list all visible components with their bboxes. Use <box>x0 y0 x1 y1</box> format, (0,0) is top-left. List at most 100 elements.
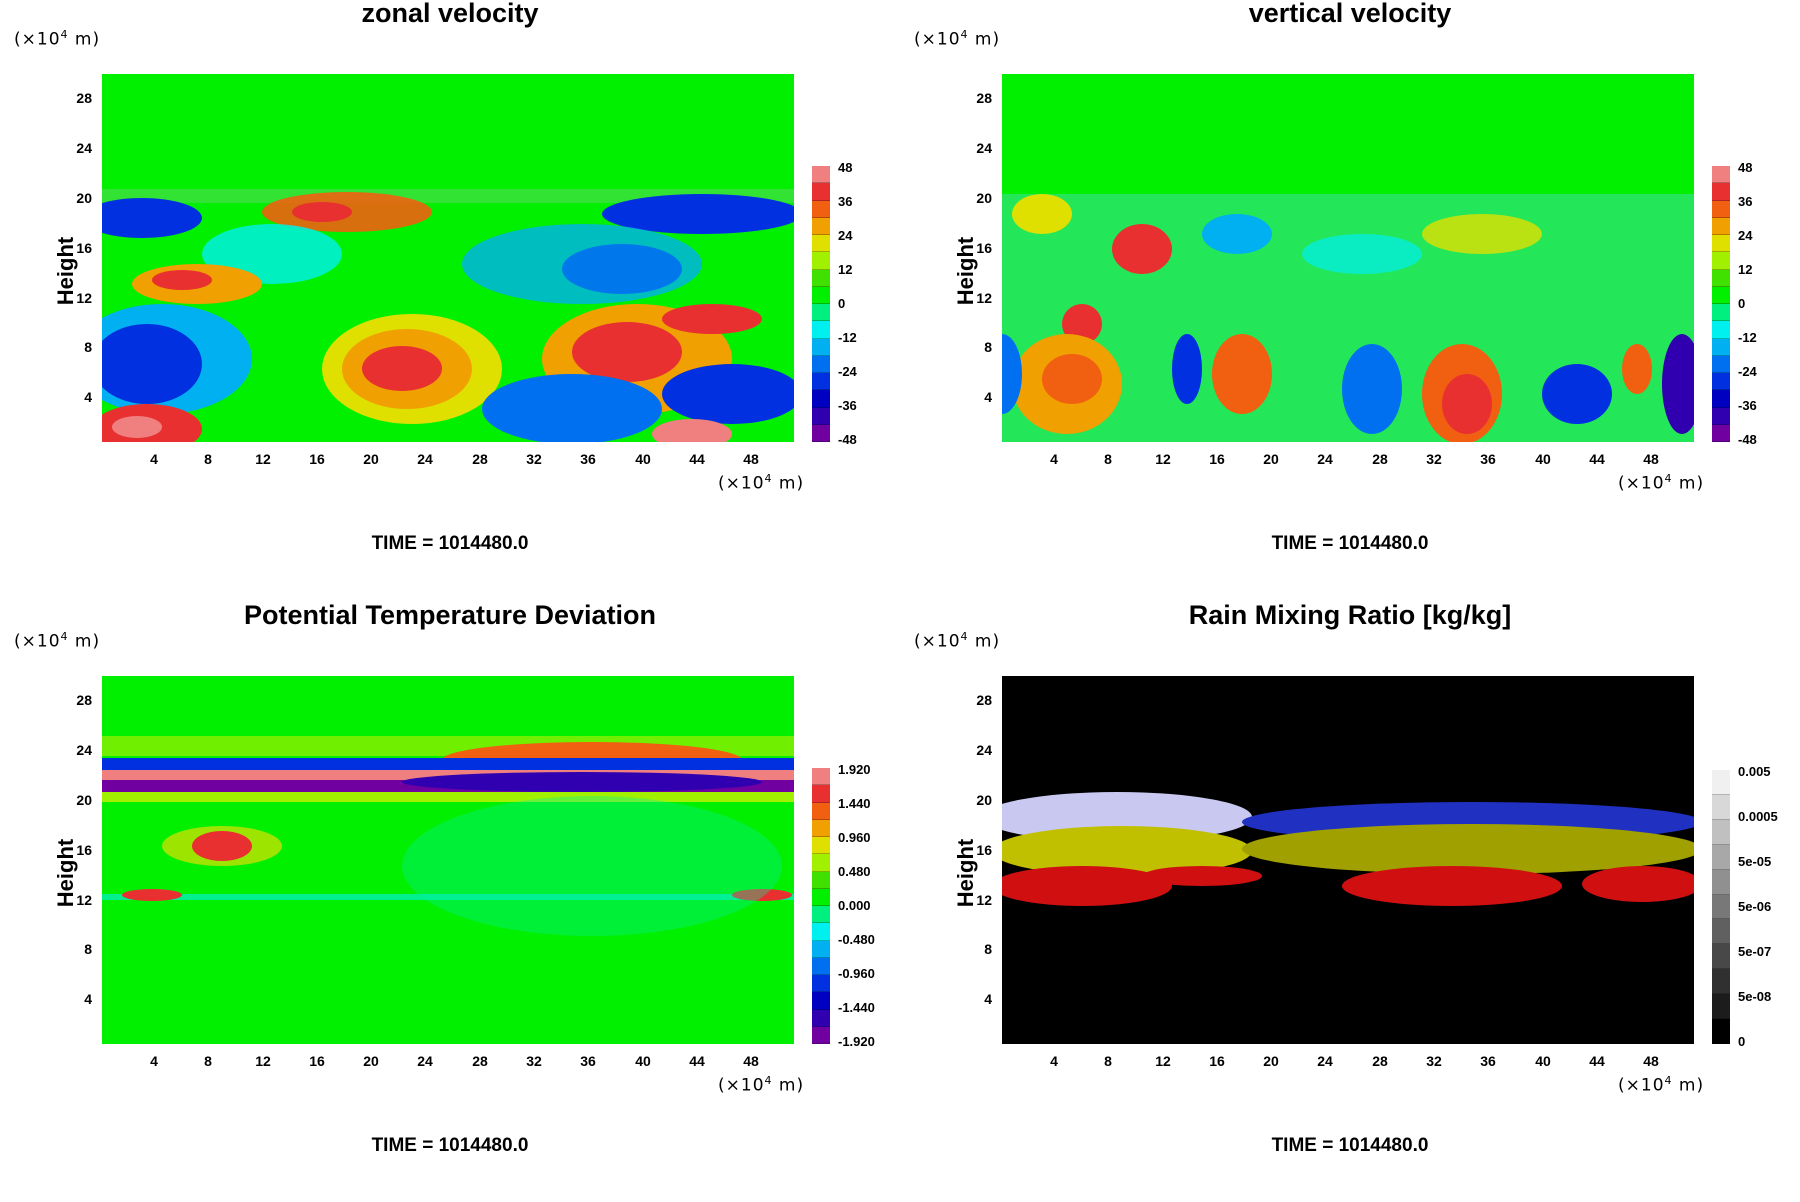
chart-title: Potential Temperature Deviation <box>243 600 657 630</box>
colorbar-segment <box>1712 217 1730 235</box>
panel-vertical-velocity: vertical velocity (×104 m) Height 28 24 … <box>900 0 1800 600</box>
colorbar-segment <box>1712 869 1730 895</box>
x-tick: 20 <box>1263 1053 1279 1069</box>
x-tick: 28 <box>1372 1053 1388 1069</box>
colorbar-label: 0.005 <box>1738 764 1771 779</box>
x-tick: 8 <box>1104 451 1112 467</box>
x-tick: 36 <box>580 451 596 467</box>
x-tick: 20 <box>363 451 379 467</box>
colorbar-segment <box>812 321 830 339</box>
x-scale-note: (×104 m) <box>718 472 805 494</box>
heatmap-area <box>1002 74 1694 442</box>
x-tick: 32 <box>1426 1053 1442 1069</box>
y-tick: 4 <box>84 389 92 405</box>
colorbar-label: 36 <box>838 194 853 209</box>
x-tick: 8 <box>1104 1053 1112 1069</box>
y-tick: 4 <box>84 991 92 1007</box>
colorbar-segment <box>1712 424 1730 442</box>
x-tick: 48 <box>1643 1053 1659 1069</box>
colorbar-segment <box>812 1009 830 1027</box>
colorbar-segment <box>1712 252 1730 270</box>
colorbar-label: 0 <box>1738 296 1746 311</box>
colorbar-label: -48 <box>838 432 857 447</box>
x-tick: 20 <box>1263 451 1279 467</box>
y-tick: 8 <box>984 941 992 957</box>
colorbar-label: 12 <box>1738 262 1753 277</box>
colorbar-segment <box>1712 355 1730 373</box>
y-tick: 16 <box>76 240 92 256</box>
colorbar-label: -12 <box>838 330 857 345</box>
x-tick: 12 <box>255 1053 271 1069</box>
colorbar-segment <box>1712 819 1730 845</box>
colorbar-segment <box>812 390 830 408</box>
colorbar-segment <box>812 837 830 855</box>
colorbar-label: -1.440 <box>838 1000 875 1015</box>
colorbar-label: 0 <box>1738 1034 1746 1049</box>
colorbar-label: 36 <box>1738 194 1753 209</box>
colorbar-segment <box>812 407 830 425</box>
x-tick: 44 <box>689 1053 705 1069</box>
colorbar-segment <box>812 854 830 872</box>
y-scale-note: (×104 m) <box>914 28 1001 50</box>
y-scale-note: (×104 m) <box>14 28 101 50</box>
colorbar-segment <box>812 940 830 958</box>
colorbar <box>1712 770 1730 1044</box>
x-tick: 44 <box>1589 1053 1605 1069</box>
x-tick: 4 <box>150 1053 158 1069</box>
heatmap-area <box>102 676 794 1044</box>
colorbar-segment <box>1712 321 1730 339</box>
colorbar-segment <box>812 785 830 803</box>
colorbar-label: 5e-06 <box>1738 899 1772 914</box>
y-tick: 28 <box>976 90 992 106</box>
y-tick: 24 <box>76 742 92 758</box>
y-scale-note: (×104 m) <box>914 630 1001 652</box>
colorbar-segment <box>812 1026 830 1044</box>
colorbar-segment <box>812 768 830 786</box>
colorbar-segment <box>1712 919 1730 945</box>
colorbar-label: -1.920 <box>838 1034 875 1049</box>
colorbar-segment <box>812 200 830 218</box>
colorbar-segment <box>812 338 830 356</box>
x-tick: 24 <box>417 451 433 467</box>
colorbar-label: 0 <box>838 296 846 311</box>
y-tick: 16 <box>976 240 992 256</box>
colorbar-segment <box>1712 390 1730 408</box>
colorbar-segment <box>812 166 830 184</box>
x-tick: 28 <box>472 1053 488 1069</box>
colorbar-segment <box>1712 407 1730 425</box>
colorbar-segment <box>1712 286 1730 304</box>
colorbar-segment <box>812 871 830 889</box>
x-tick: 40 <box>1535 451 1551 467</box>
colorbar-segment <box>812 975 830 993</box>
colorbar-label: -24 <box>1738 364 1757 379</box>
y-tick: 28 <box>976 692 992 708</box>
colorbar-label: 5e-07 <box>1738 944 1772 959</box>
y-tick: 16 <box>76 842 92 858</box>
x-tick: 36 <box>1480 1053 1496 1069</box>
x-tick: 12 <box>1155 451 1171 467</box>
panel-zonal-velocity: zonal velocity (×104 m) Height 28 24 20 … <box>0 0 900 600</box>
y-tick: 12 <box>976 892 992 908</box>
colorbar-label: 1.440 <box>838 796 871 811</box>
y-tick: 8 <box>84 339 92 355</box>
y-tick: 24 <box>976 140 992 156</box>
colorbar <box>812 166 830 442</box>
x-scale-note: (×104 m) <box>1618 472 1705 494</box>
y-tick: 8 <box>84 941 92 957</box>
time-label: TIME = 1014480.0 <box>1271 533 1429 554</box>
x-tick: 16 <box>1209 451 1225 467</box>
panel-potential-temperature: Potential Temperature Deviation (×104 m)… <box>0 600 900 1202</box>
x-tick: 24 <box>1317 1053 1333 1069</box>
y-tick: 20 <box>976 792 992 808</box>
colorbar-segment <box>1712 338 1730 356</box>
x-tick: 36 <box>1480 451 1496 467</box>
x-tick: 16 <box>1209 1053 1225 1069</box>
panel-rain-mixing-ratio: Rain Mixing Ratio [kg/kg] (×104 m) Heigh… <box>900 600 1800 1202</box>
y-tick: 4 <box>984 389 992 405</box>
colorbar <box>812 768 830 1044</box>
y-tick: 16 <box>976 842 992 858</box>
colorbar-segment <box>1712 166 1730 184</box>
colorbar-label: 48 <box>838 160 853 175</box>
x-tick: 24 <box>1317 451 1333 467</box>
x-tick: 40 <box>635 451 651 467</box>
